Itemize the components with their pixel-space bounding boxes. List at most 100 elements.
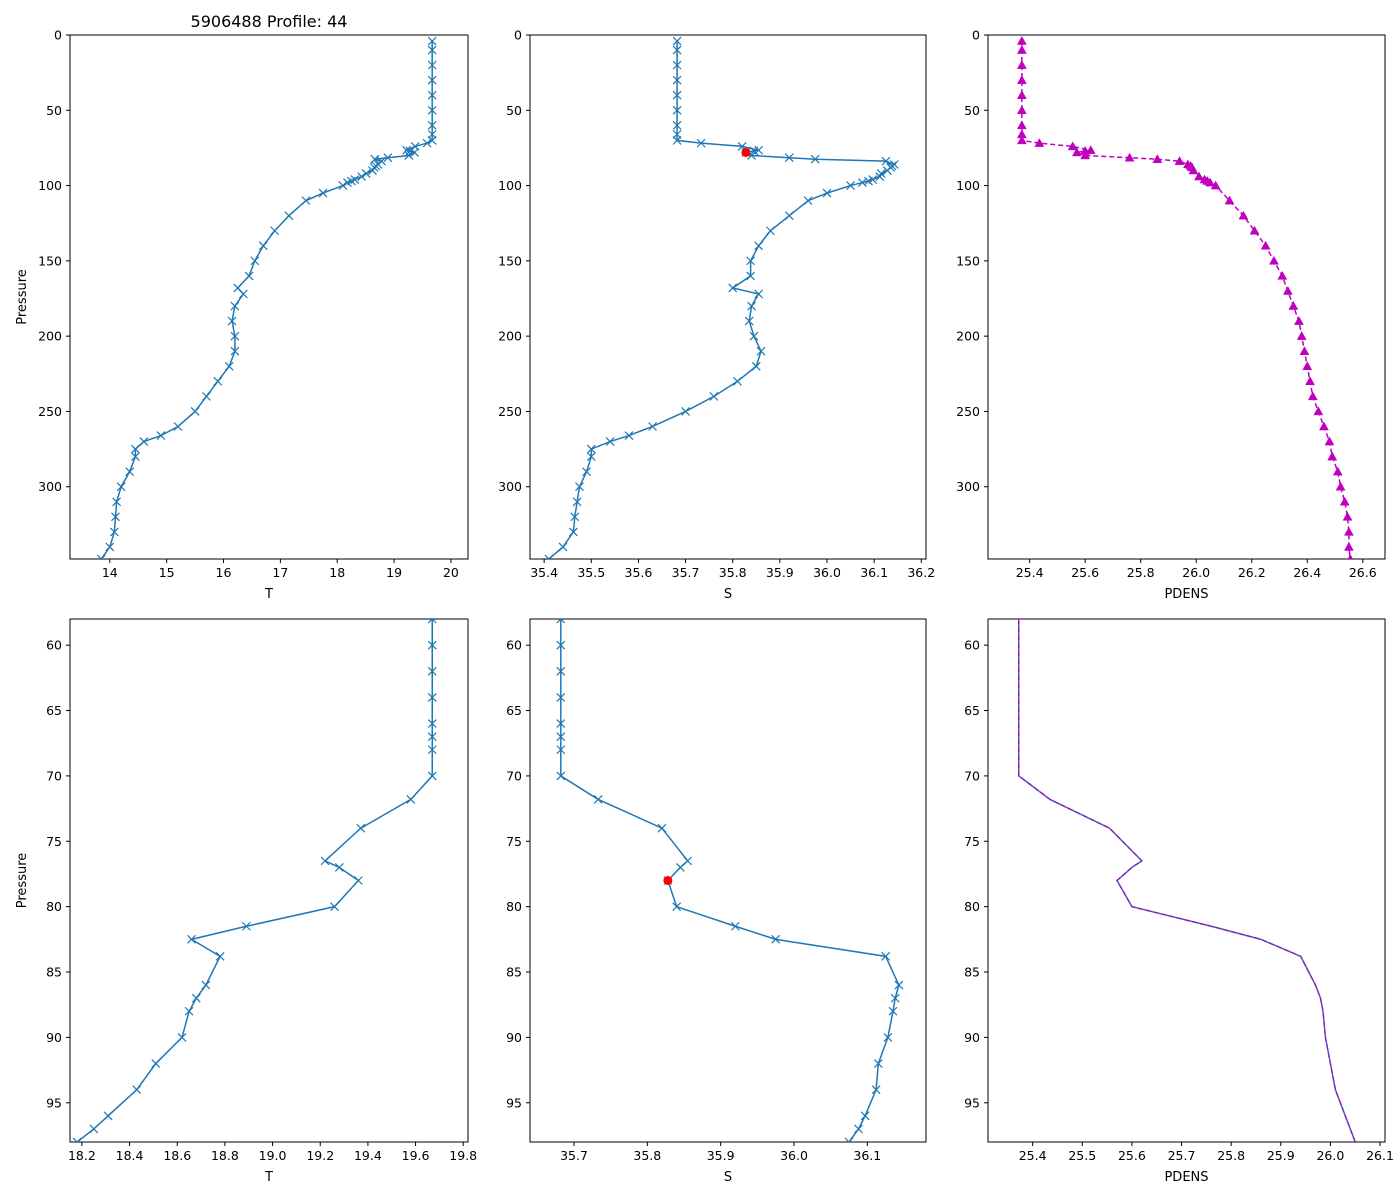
data-point [556, 732, 566, 742]
data-point [241, 921, 251, 931]
data-point [330, 902, 339, 912]
x-tick-label-35-6: 35.6 [625, 565, 653, 580]
data-point [1249, 225, 1260, 235]
y-tick-label-80: 80 [964, 899, 980, 914]
x-tick-label-26: 26.0 [1182, 565, 1210, 580]
axes-frame [69, 618, 469, 1143]
data-point [696, 138, 706, 148]
data-point [191, 993, 201, 1003]
data-point [368, 166, 377, 175]
data-point [1332, 466, 1343, 476]
x-tick-label-36-1: 36.1 [853, 1148, 881, 1163]
data-point [427, 36, 437, 46]
y-tick-label-50: 50 [506, 103, 522, 118]
data-point [410, 148, 419, 157]
data-point [151, 1059, 161, 1068]
y-tick-label-250: 250 [498, 404, 522, 419]
data-point [672, 135, 682, 145]
y-tick-label-70: 70 [46, 768, 62, 783]
y-tick-label-150: 150 [498, 253, 522, 268]
data-point [1034, 138, 1045, 147]
data-area [1016, 36, 1354, 559]
data-point [258, 241, 268, 251]
data-point [672, 120, 682, 130]
data-point [681, 407, 690, 416]
data-point [427, 90, 437, 100]
y-tick-label-90: 90 [506, 1030, 522, 1045]
y-tick-label-65: 65 [964, 703, 980, 718]
y-tick-label-50: 50 [46, 103, 62, 118]
data-point [156, 431, 166, 440]
data-point [1260, 240, 1271, 250]
data-point [116, 482, 126, 492]
data-point [556, 693, 566, 702]
data-point [284, 211, 294, 221]
axes-frame [987, 618, 1386, 1143]
data-point [343, 178, 352, 187]
axes-frame [529, 618, 927, 1143]
data-point [130, 444, 140, 454]
data-point [672, 902, 682, 912]
data-point [1016, 36, 1027, 45]
x-tick-label-20: 20 [443, 565, 459, 580]
data-point [112, 497, 122, 507]
y-tick-label-250: 250 [38, 404, 62, 419]
data-point [846, 181, 855, 190]
y-tick-label-60: 60 [964, 638, 980, 653]
data-point [1174, 156, 1185, 165]
x-tick-label-36-1: 36.1 [860, 565, 888, 580]
x-axis-label: PDENS [1164, 587, 1208, 602]
figure-title: 5906488 Profile: 44 [191, 12, 348, 31]
data-point [883, 1032, 893, 1042]
data-point [125, 467, 135, 477]
x-tick-label-26: 26.0 [1316, 1148, 1344, 1163]
y-tick-label-75: 75 [964, 834, 980, 849]
panel-top-left: 14 15 16 17 18 19 20050100150200250300TPressur… [15, 28, 469, 602]
data-point [747, 301, 756, 311]
data-point [1071, 147, 1082, 157]
y-tick-label-150: 150 [956, 253, 980, 268]
y-tick-label-80: 80 [506, 899, 522, 914]
data-point [556, 666, 566, 676]
x-axis-label: T [264, 587, 273, 602]
data-point [888, 1006, 898, 1016]
y-tick-label-70: 70 [506, 768, 522, 783]
y-tick-label-150: 150 [38, 253, 62, 268]
data-point [1210, 180, 1221, 190]
data-point [1282, 285, 1293, 295]
data-point [177, 1032, 187, 1042]
x-tick-label-36: 36.0 [780, 1148, 808, 1163]
x-tick-label-25-9: 25.9 [1267, 1148, 1295, 1163]
data-point [1335, 481, 1346, 491]
data-point [213, 376, 223, 386]
y-tick-label-95: 95 [46, 1095, 62, 1110]
data-area [556, 619, 904, 1142]
data-point [427, 120, 437, 130]
data-point [1324, 436, 1335, 446]
data-point [72, 1137, 82, 1142]
data-point [556, 745, 566, 755]
x-tick-label-19-6: 19.6 [402, 1148, 430, 1163]
data-point [1327, 451, 1338, 461]
x-tick-label-18-8: 18.8 [211, 1148, 239, 1163]
data-point [756, 346, 766, 356]
data-point [250, 256, 260, 266]
data-point [427, 619, 437, 624]
x-axis-label: T [264, 1170, 273, 1185]
data-point [190, 407, 200, 416]
data-point [672, 105, 682, 115]
data-point [860, 1111, 870, 1121]
x-tick-label-18-4: 18.4 [116, 1148, 144, 1163]
data-point [1188, 165, 1199, 175]
data-point [427, 719, 437, 729]
y-tick-label-70: 70 [964, 768, 980, 783]
panel-bottom-left: 18.2 18.4 18.6 18.8 19.0 19.2 19.4 19.6 19.8 60 65… [15, 618, 477, 1185]
panel-top-middle: 35.4 35.5 35.6 35.7 35.8 35.9 36.0 36.1 36.2 0 50 1… [498, 28, 935, 603]
data-point [1318, 421, 1329, 431]
data-point [201, 980, 211, 990]
data-point [353, 876, 363, 885]
data-point [575, 482, 584, 492]
data-point [754, 241, 764, 251]
data-point [749, 331, 759, 341]
data-point [873, 1059, 883, 1068]
